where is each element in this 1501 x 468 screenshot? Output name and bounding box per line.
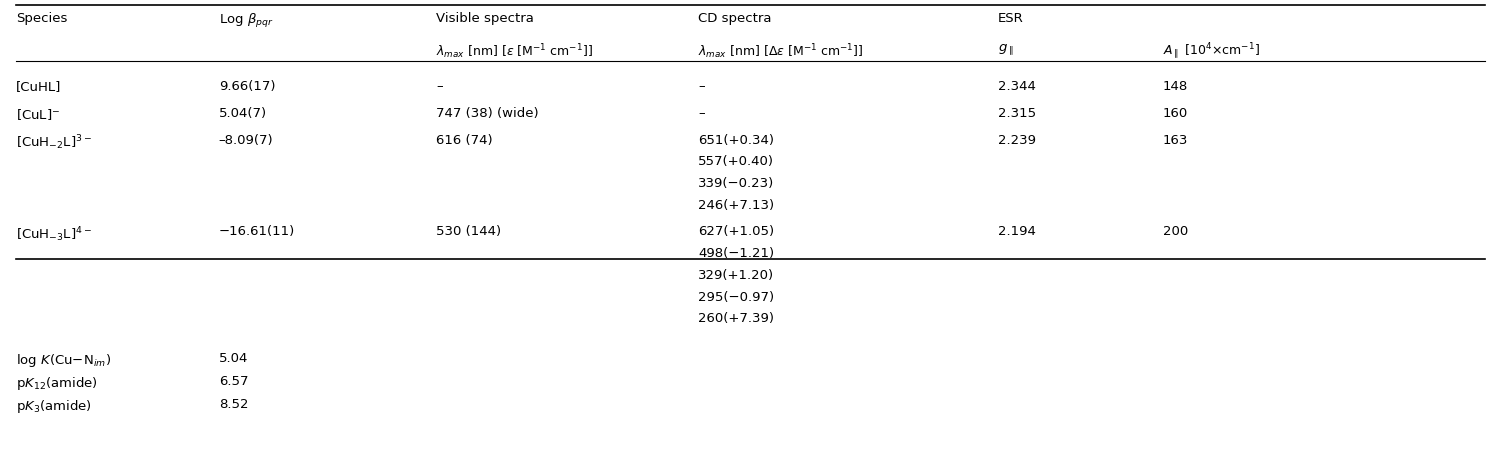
Text: ESR: ESR (998, 12, 1024, 25)
Text: p$K_{12}$(amide): p$K_{12}$(amide) (17, 375, 98, 392)
Text: $A_{\parallel}$ [10$^{4}$$\times$cm$^{-1}$]: $A_{\parallel}$ [10$^{4}$$\times$cm$^{-1… (1162, 42, 1259, 62)
Text: –: – (435, 80, 443, 93)
Text: Visible spectra: Visible spectra (435, 12, 534, 25)
Text: [CuL]$^{-}$: [CuL]$^{-}$ (17, 107, 60, 122)
Text: 8.52: 8.52 (219, 398, 248, 411)
Text: 329(+1.20): 329(+1.20) (698, 269, 775, 282)
Text: 2.194: 2.194 (998, 226, 1036, 239)
Text: [CuH$_{-3}$L]$^{4-}$: [CuH$_{-3}$L]$^{4-}$ (17, 226, 93, 244)
Text: 246(+7.13): 246(+7.13) (698, 198, 775, 212)
Text: 295(−0.97): 295(−0.97) (698, 291, 775, 304)
Text: 5.04: 5.04 (219, 352, 248, 365)
Text: 747 (38) (wide): 747 (38) (wide) (435, 107, 539, 120)
Text: −16.61(11): −16.61(11) (219, 226, 294, 239)
Text: 148: 148 (1162, 80, 1187, 93)
Text: 616 (74): 616 (74) (435, 133, 492, 146)
Text: log $K$(Cu$-$N$_{im}$): log $K$(Cu$-$N$_{im}$) (17, 352, 111, 369)
Text: 163: 163 (1162, 133, 1187, 146)
Text: 530 (144): 530 (144) (435, 226, 501, 239)
Text: 2.315: 2.315 (998, 107, 1036, 120)
Text: 627(+1.05): 627(+1.05) (698, 226, 775, 239)
Text: –: – (698, 107, 704, 120)
Text: 339(−0.23): 339(−0.23) (698, 177, 775, 190)
Text: 200: 200 (1162, 226, 1187, 239)
Text: 2.239: 2.239 (998, 133, 1036, 146)
Text: 160: 160 (1162, 107, 1187, 120)
Text: 557(+0.40): 557(+0.40) (698, 155, 775, 168)
Text: 2.344: 2.344 (998, 80, 1036, 93)
Text: 9.66(17): 9.66(17) (219, 80, 275, 93)
Text: CD spectra: CD spectra (698, 12, 772, 25)
Text: $\lambda_{max}$ [nm] [$\varepsilon$ [M$^{-1}$ cm$^{-1}$]]: $\lambda_{max}$ [nm] [$\varepsilon$ [M$^… (435, 42, 593, 60)
Text: $g_{\parallel}$: $g_{\parallel}$ (998, 42, 1013, 57)
Text: [CuH$_{-2}$L]$^{3-}$: [CuH$_{-2}$L]$^{3-}$ (17, 133, 93, 152)
Text: Species: Species (17, 12, 68, 25)
Text: –8.09(7): –8.09(7) (219, 133, 273, 146)
Text: p$K_{3}$(amide): p$K_{3}$(amide) (17, 398, 92, 415)
Text: [CuHL]: [CuHL] (17, 80, 62, 93)
Text: $\lambda_{max}$ [nm] [$\Delta\varepsilon$ [M$^{-1}$ cm$^{-1}$]]: $\lambda_{max}$ [nm] [$\Delta\varepsilon… (698, 42, 863, 60)
Text: 260(+7.39): 260(+7.39) (698, 312, 775, 325)
Text: –: – (698, 80, 704, 93)
Text: 5.04(7): 5.04(7) (219, 107, 267, 120)
Text: 498(−1.21): 498(−1.21) (698, 247, 775, 260)
Text: 651(+0.34): 651(+0.34) (698, 133, 775, 146)
Text: Log $\beta_{pqr}$: Log $\beta_{pqr}$ (219, 12, 273, 30)
Text: 6.57: 6.57 (219, 375, 248, 388)
